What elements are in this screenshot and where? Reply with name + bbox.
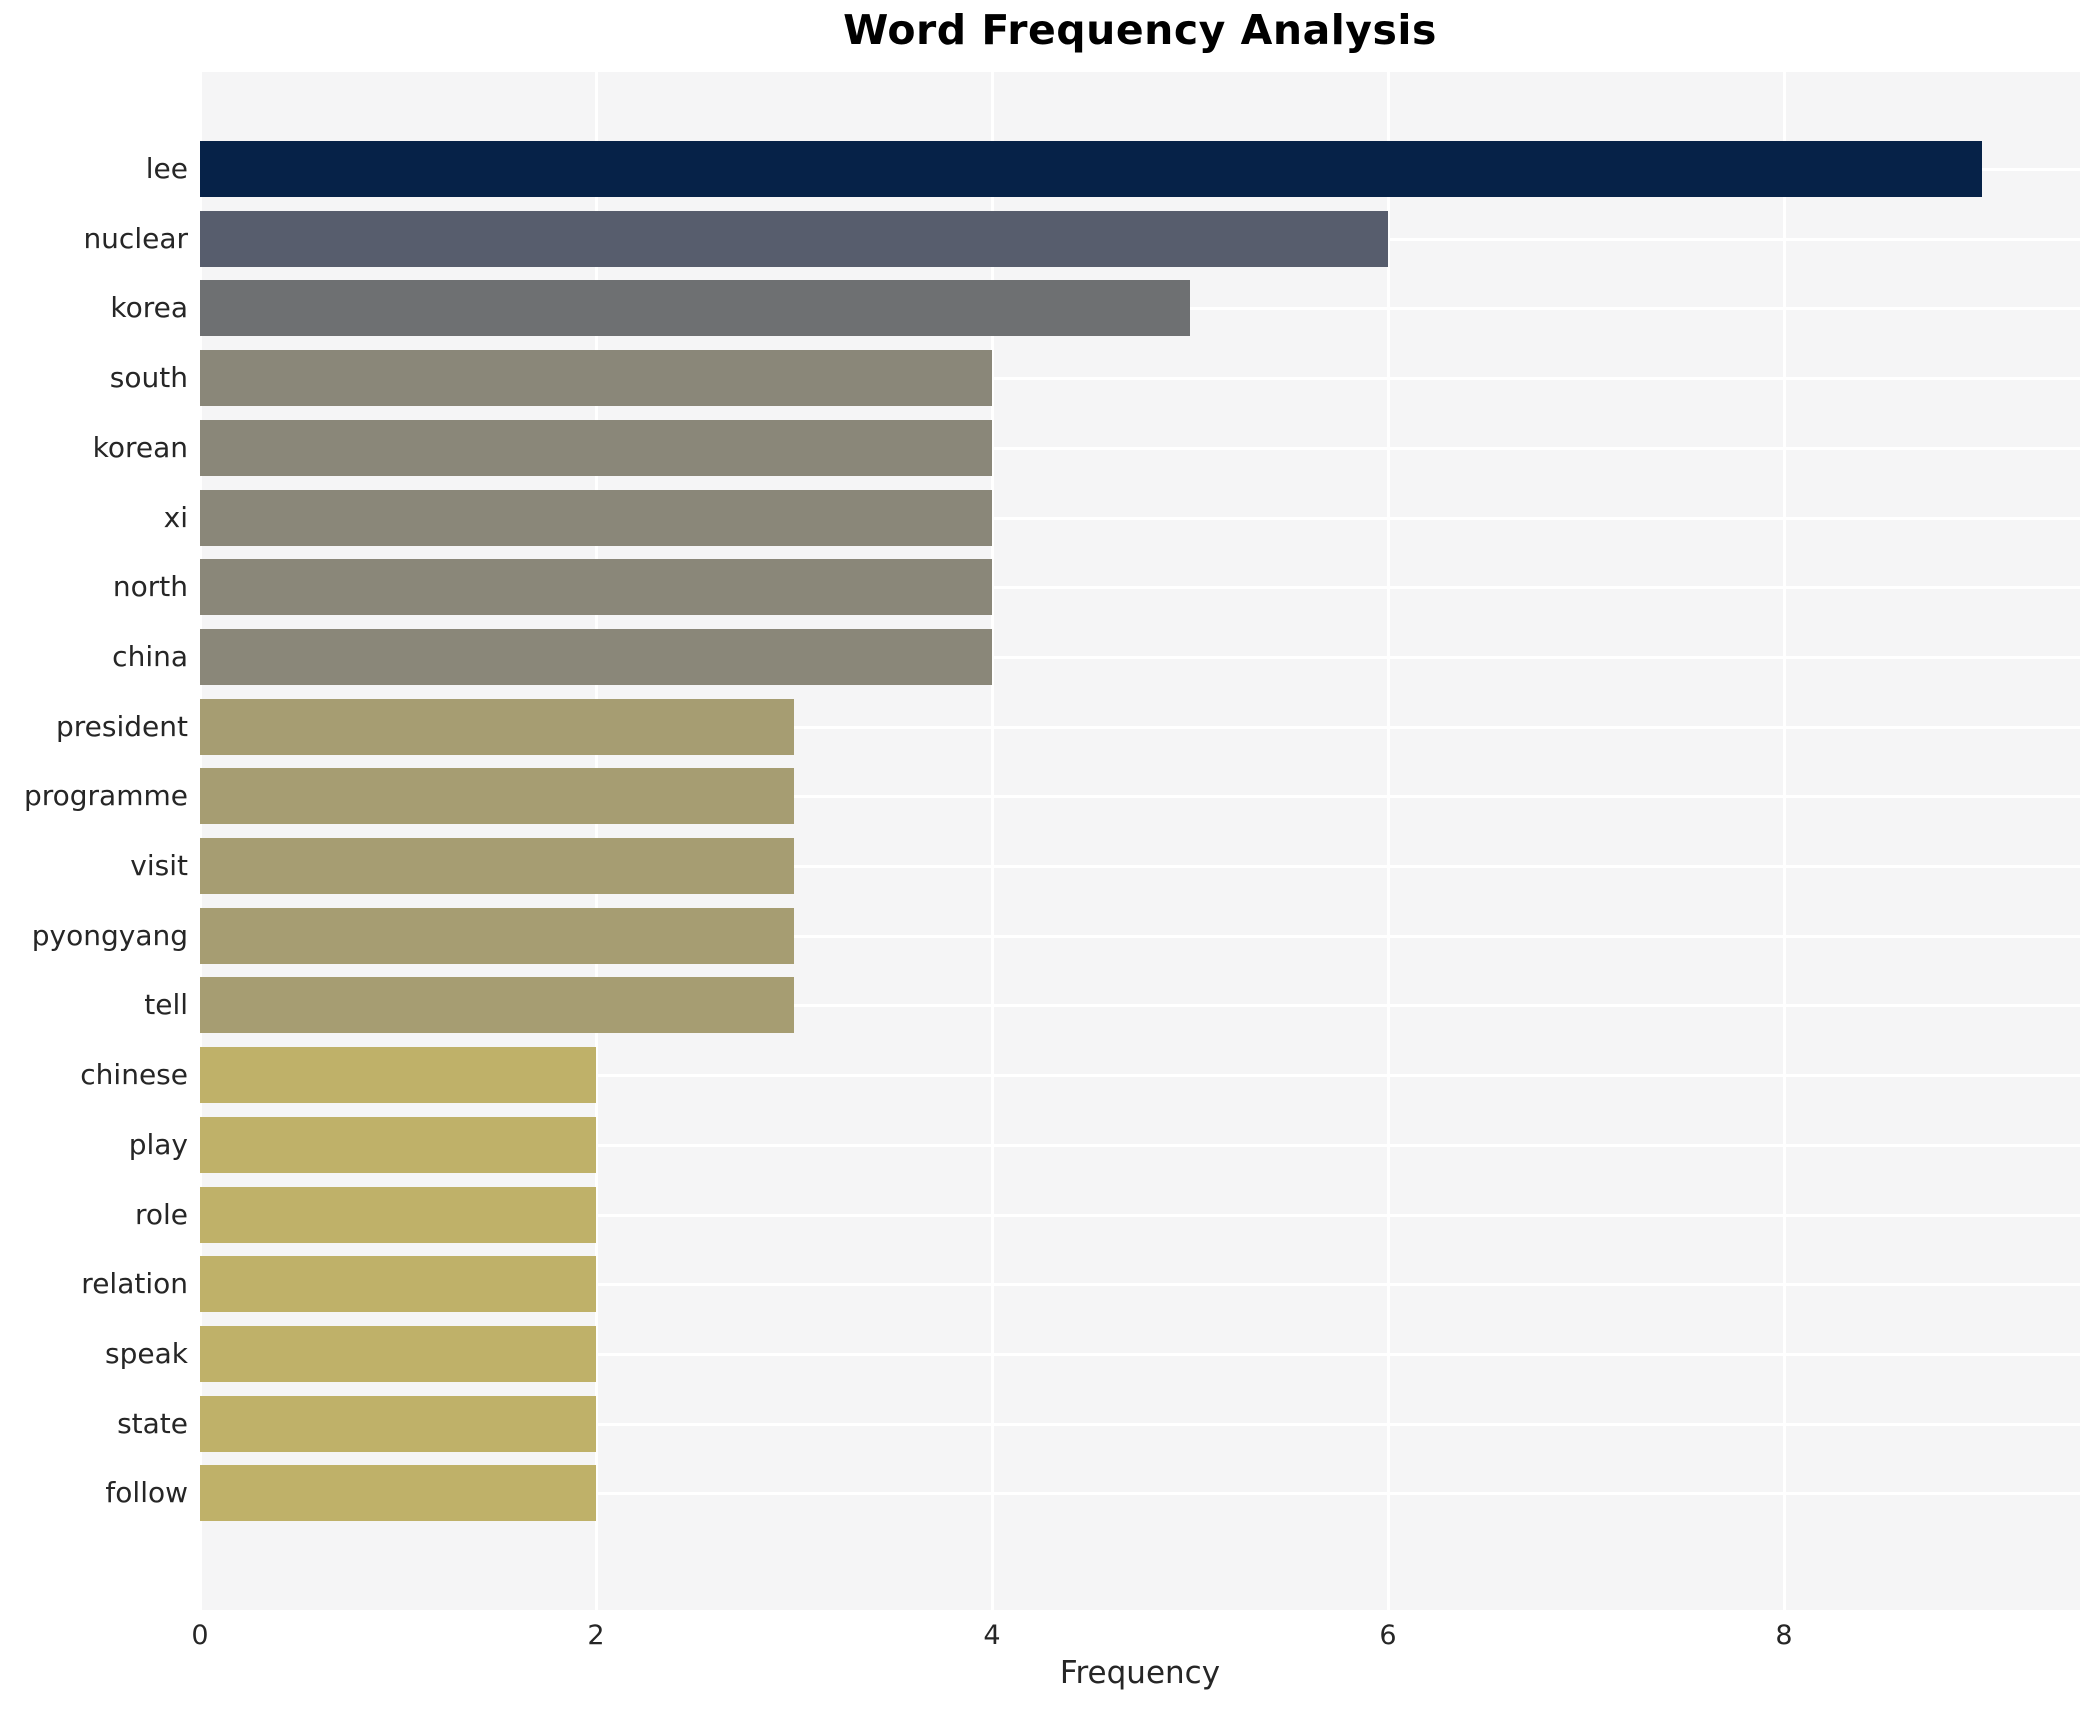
gridline-y-relation bbox=[200, 1283, 2080, 1286]
x-tick-label-8: 8 bbox=[1775, 1620, 1793, 1651]
gridline-y-chinese bbox=[200, 1074, 2080, 1077]
y-tick-label-korea: korea bbox=[110, 291, 188, 324]
x-tick-label-2: 2 bbox=[587, 1620, 605, 1651]
bar-play bbox=[200, 1117, 596, 1173]
bar-xi bbox=[200, 490, 992, 546]
bar-relation bbox=[200, 1256, 596, 1312]
gridline-x-6 bbox=[1387, 72, 1390, 1610]
bar-tell bbox=[200, 977, 794, 1033]
plot-area bbox=[199, 72, 2080, 1610]
gridline-x-8 bbox=[1783, 72, 1786, 1610]
y-tick-label-visit: visit bbox=[130, 849, 188, 882]
gridline-y-state bbox=[200, 1423, 2080, 1426]
gridline-y-china bbox=[200, 656, 2080, 659]
bar-follow bbox=[200, 1465, 596, 1521]
gridline-y-programme bbox=[200, 795, 2080, 798]
bar-speak bbox=[200, 1326, 596, 1382]
gridline-y-visit bbox=[200, 865, 2080, 868]
y-tick-label-south: south bbox=[109, 361, 188, 394]
gridline-y-pyongyang bbox=[200, 935, 2080, 938]
bar-programme bbox=[200, 768, 794, 824]
gridline-y-role bbox=[200, 1214, 2080, 1217]
bar-korean bbox=[200, 420, 992, 476]
y-tick-label-speak: speak bbox=[105, 1337, 188, 1370]
x-tick-label-6: 6 bbox=[1379, 1620, 1397, 1651]
bar-chinese bbox=[200, 1047, 596, 1103]
y-tick-label-lee: lee bbox=[145, 152, 188, 185]
y-tick-label-relation: relation bbox=[81, 1267, 188, 1300]
bar-lee bbox=[200, 141, 1982, 197]
y-tick-label-state: state bbox=[117, 1407, 188, 1440]
y-tick-label-nuclear: nuclear bbox=[83, 222, 188, 255]
gridline-y-follow bbox=[200, 1492, 2080, 1495]
y-tick-label-north: north bbox=[112, 570, 188, 603]
y-tick-label-xi: xi bbox=[163, 501, 188, 534]
gridline-y-tell bbox=[200, 1004, 2080, 1007]
y-tick-label-programme: programme bbox=[23, 779, 188, 812]
y-tick-label-role: role bbox=[134, 1198, 188, 1231]
gridline-y-north bbox=[200, 586, 2080, 589]
bar-state bbox=[200, 1396, 596, 1452]
gridline-y-speak bbox=[200, 1353, 2080, 1356]
bar-north bbox=[200, 559, 992, 615]
gridline-y-play bbox=[200, 1144, 2080, 1147]
y-tick-label-pyongyang: pyongyang bbox=[31, 919, 188, 952]
y-tick-label-chinese: chinese bbox=[80, 1058, 188, 1091]
x-tick-label-0: 0 bbox=[191, 1620, 209, 1651]
y-tick-label-play: play bbox=[128, 1128, 188, 1161]
gridline-x-4 bbox=[991, 72, 994, 1610]
bar-south bbox=[200, 350, 992, 406]
y-tick-label-china: china bbox=[112, 640, 188, 673]
bar-korea bbox=[200, 280, 1190, 336]
y-tick-label-president: president bbox=[56, 710, 188, 743]
bar-china bbox=[200, 629, 992, 685]
y-tick-label-tell: tell bbox=[144, 988, 188, 1021]
gridline-y-president bbox=[200, 726, 2080, 729]
bar-visit bbox=[200, 838, 794, 894]
bar-pyongyang bbox=[200, 908, 794, 964]
bar-nuclear bbox=[200, 211, 1388, 267]
bar-role bbox=[200, 1187, 596, 1243]
gridline-y-xi bbox=[200, 517, 2080, 520]
gridline-y-korean bbox=[200, 447, 2080, 450]
y-tick-label-korean: korean bbox=[92, 431, 188, 464]
chart-title: Word Frequency Analysis bbox=[843, 6, 1437, 54]
gridline-y-south bbox=[200, 377, 2080, 380]
y-tick-label-follow: follow bbox=[105, 1476, 188, 1509]
x-tick-label-4: 4 bbox=[983, 1620, 1001, 1651]
x-axis-title: Frequency bbox=[1059, 1655, 1221, 1691]
bar-president bbox=[200, 699, 794, 755]
